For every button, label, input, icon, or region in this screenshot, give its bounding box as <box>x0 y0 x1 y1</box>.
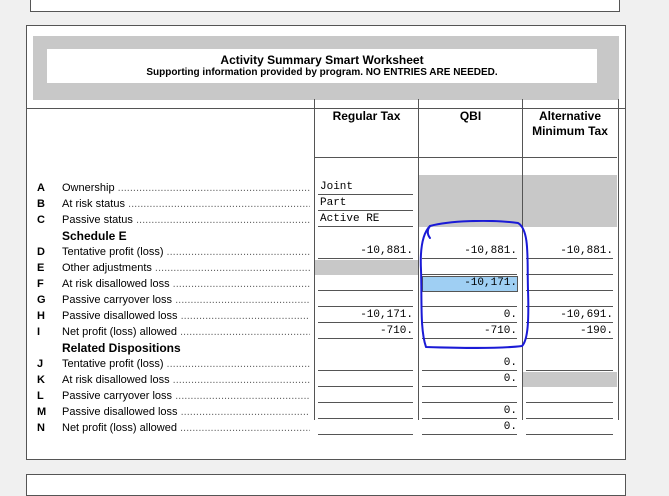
next-page-edge <box>26 474 626 496</box>
shaded-block-amt <box>523 175 617 227</box>
column-header-line: QBI <box>459 109 482 123</box>
column-regular-tax <box>314 99 419 420</box>
regular-tax-cell[interactable] <box>318 373 413 387</box>
regular-tax-cell[interactable] <box>318 421 413 435</box>
qbi-cell[interactable]: 0. <box>422 421 517 435</box>
row-letter: N <box>37 422 45 434</box>
regular-tax-cell[interactable] <box>318 405 413 419</box>
qbi-cell-selected[interactable]: -10,171. <box>422 276 518 292</box>
qbi-cell[interactable]: 0. <box>422 405 517 419</box>
row-letter: H <box>37 310 45 322</box>
column-header-line: Alternative <box>538 109 602 123</box>
qbi-cell[interactable] <box>422 261 517 275</box>
qbi-cell[interactable]: -710. <box>422 325 517 339</box>
row-label: At risk status <box>62 198 310 210</box>
amt-cell[interactable]: -10,691. <box>526 309 613 323</box>
previous-page-edge <box>30 0 620 12</box>
shaded-cell-amt-k <box>523 372 617 387</box>
column-header-amt: Alternative Minimum Tax <box>523 99 617 158</box>
qbi-cell[interactable]: 0. <box>422 309 517 323</box>
column-qbi <box>418 99 523 420</box>
row-letter: F <box>37 278 44 290</box>
row-label: Passive status <box>62 214 310 226</box>
row-label: Tentative profit (loss) <box>62 358 310 370</box>
regular-tax-cell[interactable] <box>318 357 413 371</box>
worksheet-title: Activity Summary Smart Worksheet <box>220 53 424 67</box>
regular-tax-cell[interactable]: Active RE <box>318 213 413 227</box>
amt-cell[interactable]: -10,881. <box>526 245 613 259</box>
column-header-regular-tax: Regular Tax <box>315 99 418 158</box>
row-letter: I <box>37 326 41 338</box>
amt-cell[interactable] <box>526 405 613 419</box>
regular-tax-cell[interactable]: -10,881. <box>318 245 413 259</box>
row-label: At risk disallowed loss <box>62 374 310 386</box>
shaded-cell-other-adjustments <box>315 260 418 275</box>
row-label: Net profit (loss) allowed <box>62 422 310 434</box>
column-header-line: Regular Tax <box>332 109 401 123</box>
title-box: Activity Summary Smart Worksheet Support… <box>47 49 597 83</box>
shaded-block-qbi <box>419 175 522 227</box>
row-letter: K <box>37 374 45 386</box>
divider <box>27 108 625 109</box>
regular-tax-cell[interactable]: -10,171. <box>318 309 413 323</box>
row-label: Tentative profit (loss) <box>62 246 310 258</box>
amt-cell[interactable] <box>526 421 613 435</box>
row-label: Passive disallowed loss <box>62 310 310 322</box>
section-heading-schedule-e: Schedule E <box>62 229 127 243</box>
row-label: Other adjustments <box>62 262 310 274</box>
amt-cell[interactable] <box>526 389 613 403</box>
row-label: Ownership <box>62 182 310 194</box>
row-label: At risk disallowed loss <box>62 278 310 290</box>
regular-tax-cell[interactable] <box>318 293 413 307</box>
qbi-cell[interactable] <box>422 389 517 403</box>
row-letter: J <box>37 358 44 370</box>
regular-tax-cell[interactable]: Joint <box>318 181 413 195</box>
amt-cell[interactable] <box>526 357 613 371</box>
row-letter: C <box>37 214 45 226</box>
amt-cell[interactable] <box>526 261 613 275</box>
regular-tax-cell[interactable]: -710. <box>318 325 413 339</box>
row-label: Passive disallowed loss <box>62 406 310 418</box>
regular-tax-cell[interactable] <box>318 277 413 291</box>
row-label: Passive carryover loss <box>62 294 310 306</box>
row-label: Net profit (loss) allowed <box>62 326 310 338</box>
regular-tax-cell[interactable]: Part <box>318 197 413 211</box>
qbi-cell[interactable]: -10,881. <box>422 245 517 259</box>
qbi-cell[interactable]: 0. <box>422 357 517 371</box>
worksheet-subtitle: Supporting information provided by progr… <box>146 67 498 78</box>
row-label: Passive carryover loss <box>62 390 310 402</box>
section-heading-related-dispositions: Related Dispositions <box>62 341 181 355</box>
qbi-cell[interactable]: 0. <box>422 373 517 387</box>
column-header-line: Minimum Tax <box>532 124 608 138</box>
qbi-cell[interactable] <box>422 293 517 307</box>
amt-cell[interactable] <box>526 277 613 291</box>
amt-cell[interactable] <box>526 293 613 307</box>
row-letter: M <box>37 406 47 418</box>
amt-cell[interactable]: -190. <box>526 325 613 339</box>
regular-tax-cell[interactable] <box>318 389 413 403</box>
row-letter: B <box>37 198 45 210</box>
row-letter: L <box>37 390 44 402</box>
row-letter: G <box>37 294 46 306</box>
column-header-qbi: QBI <box>419 99 522 158</box>
title-band: Activity Summary Smart Worksheet Support… <box>33 36 619 100</box>
row-letter: D <box>37 246 45 258</box>
row-letter: E <box>37 262 45 274</box>
row-letter: A <box>37 182 45 194</box>
